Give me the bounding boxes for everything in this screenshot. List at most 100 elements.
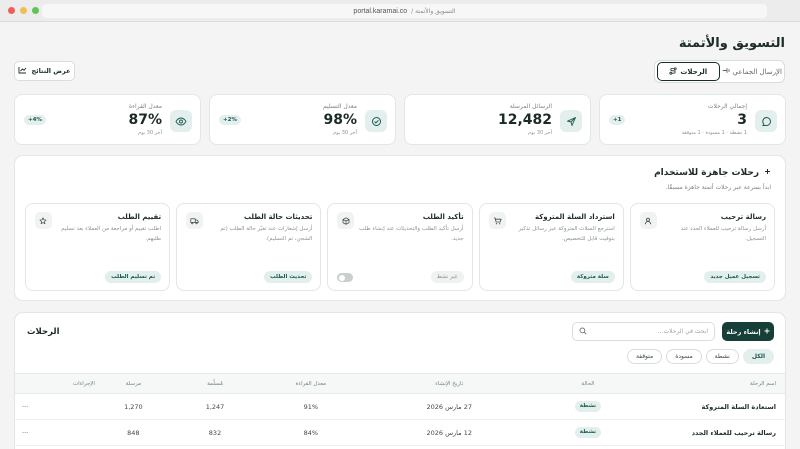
template-card-abandoned-cart[interactable]: استرداد السلة المتروكة استرجع السلات الم…: [478, 203, 624, 291]
template-status-badge: غير نشط: [430, 271, 464, 283]
star-icon: [34, 212, 52, 229]
send-icon: [560, 110, 582, 132]
truck-icon: [186, 212, 204, 229]
filter-chip-active[interactable]: نشطة: [705, 349, 739, 364]
column-header-actions: الإجراءات: [15, 373, 95, 394]
tab-broadcast[interactable]: الإرسال الجماعي: [722, 62, 783, 81]
column-header-sent[interactable]: مرسلة: [94, 373, 172, 394]
view-results-button[interactable]: عرض النتائج: [14, 61, 75, 81]
stat-card-messages-sent: الرسائل المرسلة 12,482 آخر 30 يوم: [404, 94, 591, 145]
template-card-welcome[interactable]: رسالة ترحيب أرسل رسالة ترحيب للعملاء الج…: [629, 203, 775, 291]
user-icon: [639, 212, 657, 229]
page-title: التسويق والأتمتة: [678, 36, 785, 51]
template-title: تقييم الطلب: [117, 213, 162, 221]
template-list: رسالة ترحيب أرسل رسالة ترحيب للعملاء الج…: [24, 203, 775, 291]
template-description: أرسل رسالة ترحيب للعملاء الجدد عند التسج…: [680, 226, 766, 242]
url-domain: portal.karamai.co: [353, 7, 408, 15]
plus-icon: [764, 168, 771, 178]
journeys-title: الرحلات: [27, 327, 60, 337]
stat-badge: +1: [609, 115, 626, 125]
tab-journeys[interactable]: الرحلات: [657, 62, 720, 81]
created-date: 27 مارس 2026: [363, 393, 536, 420]
column-header-delivered[interactable]: مُسلّمة: [171, 373, 259, 394]
minimize-window-button[interactable]: [20, 7, 27, 14]
stat-subtext: آخر 30 يوم: [528, 130, 552, 136]
filter-chip-paused[interactable]: متوقفة: [626, 349, 663, 364]
journeys-table: اسم الرحلة الحالة تاريخ الإنشاء معدل الق…: [15, 373, 785, 446]
template-card-order-confirmation[interactable]: تأكيد الطلب أرسل تأكيد الطلب والتحديثات …: [327, 203, 473, 291]
template-title: استرداد السلة المتروكة: [534, 213, 615, 221]
chart-icon: [18, 66, 27, 76]
sent-count: 848: [94, 419, 172, 446]
template-card-order-review[interactable]: تقييم الطلب اطلب تقييم أو مراجعة من العم…: [24, 203, 171, 291]
template-card-order-status[interactable]: تحديثات حالة الطلب أرسل إشعارات عند تغيّ…: [176, 203, 322, 291]
status-cell: نشطة: [535, 393, 641, 420]
stat-label: معدل القراءة: [129, 103, 162, 110]
close-window-button[interactable]: [8, 7, 15, 14]
journey-name[interactable]: رسالة ترحيب للعملاء الجدد: [640, 419, 785, 446]
page: التسويق والأتمتة الإرسال الجماعي الرحلات…: [0, 22, 800, 449]
address-bar[interactable]: portal.karamai.co / التسويق والأتمتة: [42, 4, 767, 18]
sent-count: 1,270: [94, 393, 172, 420]
stat-label: الرسائل المرسلة: [509, 103, 552, 110]
column-header-status[interactable]: الحالة: [535, 373, 641, 394]
template-description: اطلب تقييم أو مراجعة من العملاء بعد تسلي…: [61, 226, 162, 242]
stat-badge: +2%: [219, 115, 241, 125]
status-badge: نشطة: [574, 401, 602, 412]
stat-subtext: 1 نشطة · 1 مسودة · 1 متوقفة: [681, 130, 747, 136]
check-circle-icon: [365, 110, 387, 132]
template-toggle[interactable]: [337, 273, 354, 282]
template-title: رسالة ترحيب: [720, 213, 766, 221]
filter-chip-draft[interactable]: مسودة: [666, 349, 702, 364]
journey-search: [572, 322, 715, 341]
column-header-created[interactable]: تاريخ الإنشاء: [363, 373, 536, 394]
table-row[interactable]: استعادة السلة المتروكة نشطة 27 مارس 2026…: [15, 393, 785, 420]
maximize-window-button[interactable]: [32, 7, 39, 14]
stat-value: 12,482: [497, 112, 552, 128]
read-rate: 84%: [258, 419, 364, 446]
stat-card-read-rate: معدل القراءة 87% آخر 30 يوم +4%: [14, 94, 201, 145]
journey-name[interactable]: استعادة السلة المتروكة: [640, 393, 785, 420]
template-trigger-badge: تم تسليم الطلب: [105, 271, 162, 283]
chat-icon: [755, 110, 777, 132]
create-journey-button[interactable]: إنشاء رحلة: [722, 322, 774, 341]
template-description: أرسل إشعارات عند تغيّر حالة الطلب (تم ال…: [220, 226, 313, 242]
route-icon: [669, 66, 677, 77]
row-actions-menu[interactable]: ···: [15, 393, 95, 420]
template-title: تأكيد الطلب: [422, 213, 464, 221]
search-icon: [579, 327, 587, 337]
eye-icon: [170, 110, 192, 132]
ready-journeys-title: رحلات جاهزة للاستخدام: [654, 168, 759, 178]
search-input[interactable]: [591, 328, 708, 335]
column-header-name[interactable]: اسم الرحلة: [640, 373, 785, 394]
stat-value: 98%: [323, 112, 357, 128]
delivered-count: 832: [171, 419, 259, 446]
template-description: أرسل تأكيد الطلب والتحديثات عند إنشاء طل…: [359, 226, 464, 242]
broadcast-icon: [722, 67, 730, 76]
stat-badge: +4%: [24, 115, 46, 125]
table-header-row: اسم الرحلة الحالة تاريخ الإنشاء معدل الق…: [15, 373, 785, 394]
status-filters: الكل نشطة مسودة متوقفة: [626, 349, 774, 364]
delivered-count: 1,247: [171, 393, 259, 420]
cart-icon: [488, 212, 506, 229]
tab-broadcast-label: الإرسال الجماعي: [732, 67, 782, 76]
box-icon: [337, 212, 355, 229]
template-description: استرجع السلات المتروكة عبر رسائل تذكير ب…: [518, 226, 615, 242]
column-header-read-rate[interactable]: معدل القراءة: [258, 373, 364, 394]
template-trigger-badge: تسجيل عميل جديد: [704, 271, 766, 283]
stat-card-delivery-rate: معدل التسليم 98% آخر 30 يوم +2%: [209, 94, 396, 145]
journeys-table-card: الرحلات إنشاء رحلة الكل نشطة مسودة متوقف…: [14, 312, 786, 449]
plus-icon: [764, 328, 770, 336]
window-controls: [8, 7, 39, 14]
ready-journeys-subtitle: ابدأ بسرعة عبر رحلات أتمتة جاهزة مسبقًا.: [665, 184, 771, 191]
template-trigger-badge: تحديث الطلب: [264, 271, 313, 283]
url-path: / التسويق والأتمتة: [411, 7, 456, 15]
stat-label: معدل التسليم: [323, 103, 357, 110]
stat-subtext: آخر 30 يوم: [333, 130, 357, 136]
status-cell: نشطة: [535, 419, 641, 446]
created-date: 12 مارس 2026: [363, 419, 536, 446]
stat-subtext: آخر 30 يوم: [138, 130, 162, 136]
row-actions-menu[interactable]: ···: [15, 419, 95, 446]
table-row[interactable]: رسالة ترحيب للعملاء الجدد نشطة 12 مارس 2…: [15, 419, 785, 446]
filter-chip-all[interactable]: الكل: [742, 349, 774, 364]
